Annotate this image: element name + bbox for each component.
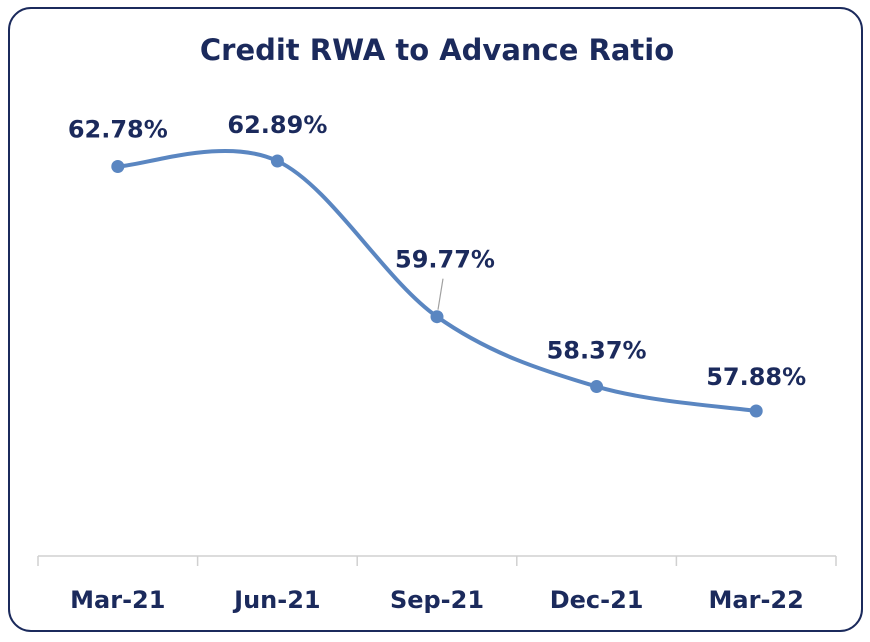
x-tick-label: Dec-21 — [550, 586, 644, 614]
x-tick-label: Mar-22 — [709, 586, 804, 614]
marker — [430, 310, 444, 324]
data-label: 62.89% — [227, 111, 327, 139]
x-tick-label: Sep-21 — [390, 586, 484, 614]
data-label: 58.37% — [547, 337, 647, 365]
data-label: 57.88% — [706, 363, 806, 391]
data-label: 62.78% — [68, 115, 168, 143]
x-tick-label: Mar-21 — [70, 586, 165, 614]
marker — [270, 154, 284, 168]
marker — [749, 404, 763, 418]
leader-line — [437, 278, 444, 310]
x-tick-label: Jun-21 — [232, 586, 320, 614]
marker — [111, 159, 125, 173]
chart-title: Credit RWA to Advance Ratio — [200, 33, 674, 67]
marker — [590, 380, 604, 394]
data-label: 59.77% — [395, 246, 495, 274]
